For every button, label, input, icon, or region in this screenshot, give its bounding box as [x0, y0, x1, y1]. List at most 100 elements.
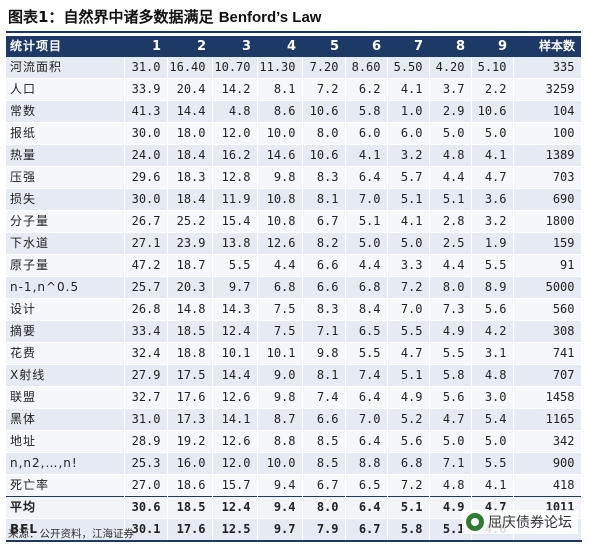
digit-percent-cell: 8.1 — [302, 188, 346, 211]
table-row: 人口 33.9 20.4 14.2 8.1 7.2 6.2 4.1 3.7 2.2 3259 — [6, 78, 582, 101]
digit-percent-cell: 5.1 — [429, 188, 472, 211]
digit-percent-cell: 10.70 — [212, 57, 258, 79]
row-label: n,n2,…,n! — [6, 452, 125, 475]
caption-zh: 自然界中诸多数据满足 — [63, 8, 214, 26]
digit-percent-cell: 12.6 — [212, 430, 258, 453]
wechat-logo-icon — [466, 513, 484, 531]
digit-percent-cell: 11.30 — [257, 57, 303, 79]
sample-count-cell: 342 — [513, 430, 582, 453]
table-row: 压强 29.6 18.3 12.8 9.8 8.3 6.4 5.7 4.4 4.7 703 — [6, 166, 582, 189]
digit-percent-cell: 5.5 — [212, 254, 258, 277]
digit-percent-cell: 5.1 — [387, 496, 430, 519]
digit-percent-cell: 29.6 — [124, 166, 168, 189]
digit-percent-cell: 9.4 — [257, 496, 303, 519]
digit-percent-cell: 30.0 — [124, 188, 168, 211]
digit-percent-cell: 5.0 — [471, 122, 514, 145]
header-digit: 2 — [196, 39, 206, 54]
row-label: 下水道 — [6, 232, 125, 255]
digit-percent-cell: 4.7 — [471, 166, 514, 189]
sample-count-cell: 1165 — [513, 408, 582, 431]
table-row: 常数 41.3 14.4 4.8 8.6 10.6 5.8 1.0 2.9 10.6 104 — [6, 100, 582, 123]
row-label: 河流面积 — [6, 57, 125, 79]
row-label: 死亡率 — [6, 474, 125, 497]
sample-count-cell: 335 — [513, 57, 582, 79]
digit-percent-cell: 8.4 — [345, 298, 388, 321]
digit-percent-cell: 1.9 — [471, 232, 514, 255]
digit-percent-cell: 4.8 — [429, 474, 472, 497]
digit-percent-cell: 7.0 — [387, 298, 430, 321]
digit-percent-cell: 8.1 — [302, 364, 346, 387]
digit-percent-cell: 17.3 — [167, 408, 213, 431]
table-row: 下水道 27.1 23.9 13.8 12.6 8.2 5.0 5.0 2.5 1.9 159 — [6, 232, 582, 255]
row-label: 平均 — [6, 496, 125, 519]
digit-percent-cell: 5.7 — [387, 166, 430, 189]
digit-percent-cell: 6.8 — [387, 452, 430, 475]
sample-count-cell: 690 — [513, 188, 582, 211]
header-digit: 4 — [286, 39, 296, 54]
digit-percent-cell: 6.7 — [302, 210, 346, 233]
row-label: BFL — [6, 518, 125, 542]
digit-percent-cell: 16.2 — [212, 144, 258, 167]
digit-percent-cell: 8.3 — [302, 298, 346, 321]
digit-percent-cell: 5.4 — [471, 408, 514, 431]
digit-percent-cell: 7.5 — [257, 298, 303, 321]
digit-percent-cell: 4.4 — [257, 254, 303, 277]
digit-percent-cell: 7.3 — [429, 298, 472, 321]
table-row: 死亡率 27.0 18.6 15.7 9.4 6.7 6.5 7.2 4.8 4.1 418 — [6, 474, 582, 497]
digit-percent-cell: 15.7 — [212, 474, 258, 497]
table-row: 设计 26.8 14.8 14.3 7.5 8.3 8.4 7.0 7.3 5.6 560 — [6, 298, 582, 321]
row-label: 黑体 — [6, 408, 125, 431]
digit-percent-cell: 11.9 — [212, 188, 258, 211]
table-row: n,n2,…,n! 25.3 16.0 12.0 10.0 8.5 8.8 6.8 7.1 5.5… — [6, 452, 582, 475]
digit-percent-cell: 5.6 — [429, 386, 472, 409]
digit-percent-cell: 2.2 — [471, 78, 514, 101]
digit-percent-cell: 18.7 — [167, 254, 213, 277]
digit-percent-cell: 8.8 — [345, 452, 388, 475]
row-label: 人口 — [6, 78, 125, 101]
digit-percent-cell: 5.8 — [387, 518, 430, 542]
header-digit: 3 — [241, 39, 251, 54]
digit-percent-cell: 14.2 — [212, 78, 258, 101]
digit-percent-cell: 5.2 — [387, 408, 430, 431]
sample-count-cell: 418 — [513, 474, 582, 497]
header-item: 统计项目 — [10, 39, 63, 53]
row-label: 地址 — [6, 430, 125, 453]
digit-percent-cell: 9.8 — [302, 342, 346, 365]
digit-percent-cell: 8.3 — [302, 166, 346, 189]
digit-percent-cell: 10.8 — [257, 188, 303, 211]
header-digit: 9 — [497, 39, 507, 54]
figure-caption: 图表1：自然界中诸多数据满足 Benford’s Law — [8, 6, 321, 27]
digit-percent-cell: 25.3 — [124, 452, 168, 475]
digit-percent-cell: 5.1 — [345, 210, 388, 233]
digit-percent-cell: 3.6 — [471, 188, 514, 211]
header-digit: 7 — [413, 39, 423, 54]
digit-percent-cell: 18.0 — [167, 122, 213, 145]
digit-percent-cell: 3.7 — [429, 78, 472, 101]
digit-percent-cell: 20.3 — [167, 276, 213, 299]
row-label: 摘要 — [6, 320, 125, 343]
digit-percent-cell: 16.0 — [167, 452, 213, 475]
table-row: 原子量 47.2 18.7 5.5 4.4 6.6 4.4 3.3 4.4 5.5 91 — [6, 254, 582, 277]
digit-percent-cell: 7.5 — [257, 320, 303, 343]
digit-percent-cell: 9.0 — [257, 364, 303, 387]
digit-percent-cell: 18.8 — [167, 342, 213, 365]
digit-percent-cell: 32.4 — [124, 342, 168, 365]
table-row: 报纸 30.0 18.0 12.0 10.0 8.0 6.0 6.0 5.0 5.0 100 — [6, 122, 582, 145]
digit-percent-cell: 6.4 — [345, 166, 388, 189]
digit-percent-cell: 8.6 — [257, 100, 303, 123]
digit-percent-cell: 9.4 — [257, 474, 303, 497]
table-row: 分子量 26.7 25.2 15.4 10.8 6.7 5.1 4.1 2.8 3.2 1800 — [6, 210, 582, 233]
digit-percent-cell: 7.2 — [302, 78, 346, 101]
digit-percent-cell: 3.2 — [471, 210, 514, 233]
digit-percent-cell: 6.4 — [345, 496, 388, 519]
digit-percent-cell: 5.0 — [471, 430, 514, 453]
digit-percent-cell: 3.0 — [471, 386, 514, 409]
digit-percent-cell: 18.4 — [167, 144, 213, 167]
header-digit: 6 — [371, 39, 381, 54]
digit-percent-cell: 8.0 — [302, 496, 346, 519]
caption-prefix: 图表1： — [8, 8, 64, 26]
digit-percent-cell: 7.9 — [302, 518, 346, 542]
digit-percent-cell: 9.7 — [212, 276, 258, 299]
digit-percent-cell: 47.2 — [124, 254, 168, 277]
digit-percent-cell: 10.0 — [257, 452, 303, 475]
